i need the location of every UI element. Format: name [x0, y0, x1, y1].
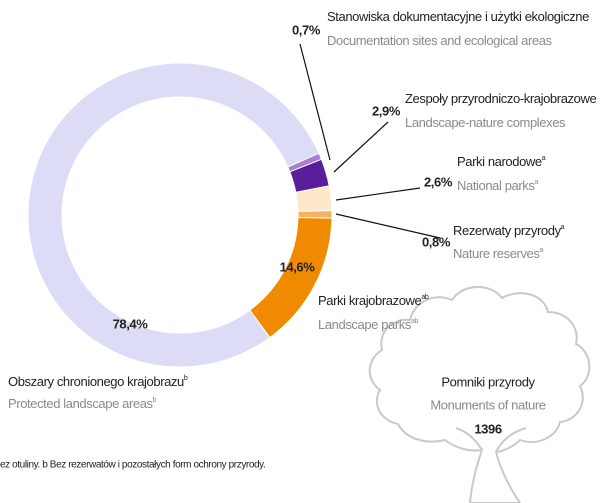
category-name: Obszary chronionego krajobrazu	[8, 374, 184, 389]
donut-segment	[27, 62, 320, 368]
monument-value: 1396	[474, 421, 501, 436]
category-name-en: Landscape-nature complexes	[405, 115, 566, 130]
value-label: 0,8%	[422, 234, 451, 249]
category-label: Parki krajobrazoweab	[318, 293, 429, 308]
footnote-mark: b	[153, 397, 157, 404]
category-label-en: Landscape parksab	[318, 317, 419, 332]
category-name: Zespoły przyrodniczo-krajobrazowe	[405, 91, 596, 106]
category-label-en: National parksa	[457, 178, 539, 193]
footnote: ez otuliny. b Bez rezerwatów i pozostały…	[0, 460, 265, 471]
category-name: Rezerwaty przyrody	[453, 223, 562, 238]
category-name-en: National parks	[457, 178, 535, 193]
monument-title-en: Monuments of nature	[430, 397, 545, 412]
category-label: Stanowiska dokumentacyjne i użytki ekolo…	[327, 9, 589, 24]
value-label: 0,7%	[292, 22, 321, 37]
footnote-mark: a	[535, 179, 539, 186]
category-name: Stanowiska dokumentacyjne i użytki ekolo…	[327, 9, 589, 24]
category-name: Parki krajobrazowe	[318, 293, 422, 308]
category-name-en: Landscape parks	[318, 317, 412, 332]
footnote-mark: a	[539, 247, 543, 254]
leader-line	[333, 121, 389, 173]
footnote-mark: ab	[421, 294, 428, 301]
footnote-mark: ab	[411, 318, 418, 325]
category-name-en: Protected landscape areas	[8, 396, 154, 411]
category-label: Parki narodowea	[457, 154, 546, 169]
category-name-en: Nature reserves	[453, 246, 540, 261]
donut-segment	[297, 210, 333, 219]
monument-title: Pomniki przyrody	[441, 374, 535, 389]
value-label: 2,6%	[424, 174, 453, 189]
value-label: 78,4%	[113, 316, 149, 331]
footnote-mark: a	[561, 224, 565, 231]
category-label-en: Documentation sites and ecological areas	[327, 33, 553, 48]
category-label-en: Landscape-nature complexes	[405, 115, 566, 130]
value-label: 2,9%	[372, 103, 401, 118]
category-label: Obszary chronionego krajobrazub	[8, 374, 188, 389]
leader-line	[335, 187, 421, 201]
category-label: Rezerwaty przyrodya	[453, 223, 565, 238]
leader-line	[335, 213, 441, 239]
tree-illustration	[368, 285, 591, 503]
category-name: Parki narodowe	[457, 154, 542, 169]
footnote-mark: a	[542, 155, 546, 162]
leader-line	[299, 43, 331, 161]
footnote-mark: b	[184, 375, 188, 382]
category-name-en: Documentation sites and ecological areas	[327, 33, 553, 48]
category-label-en: Protected landscape areasb	[8, 396, 157, 411]
value-label: 14,6%	[280, 259, 316, 274]
category-label: Zespoły przyrodniczo-krajobrazowe	[405, 91, 596, 106]
category-label-en: Nature reservesa	[453, 246, 543, 261]
